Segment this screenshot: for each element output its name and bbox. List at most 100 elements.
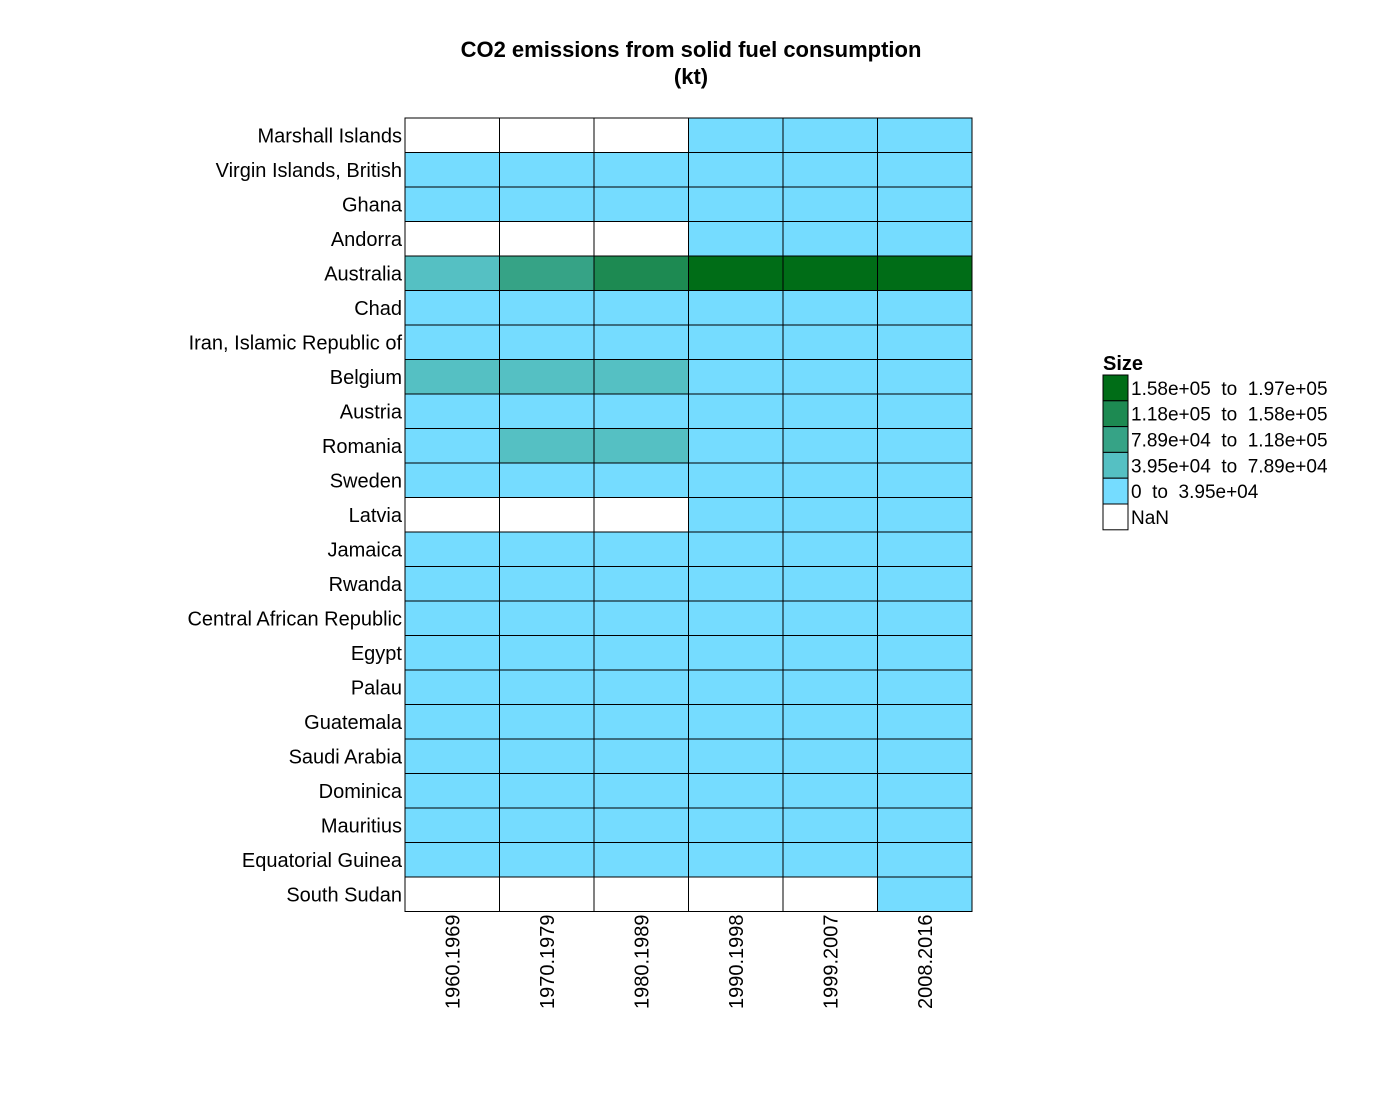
heatmap-cell bbox=[688, 428, 784, 464]
heatmap-cell bbox=[404, 531, 500, 567]
heatmap-cell bbox=[877, 393, 973, 429]
row-label: Andorra bbox=[331, 229, 403, 251]
heatmap-cell bbox=[688, 221, 784, 257]
heatmap-cell bbox=[593, 704, 689, 740]
heatmap-cell bbox=[404, 566, 500, 602]
column-label: 2008.2016 bbox=[915, 915, 937, 1010]
heatmap-cell bbox=[499, 876, 595, 912]
row-labels: Marshall Islands Virgin Islands, British G… bbox=[187, 125, 402, 906]
heatmap-cell bbox=[877, 152, 973, 188]
heatmap-cell bbox=[593, 290, 689, 326]
row-label: Dominica bbox=[319, 781, 403, 803]
heatmap-cell bbox=[593, 807, 689, 843]
chart-title: CO2 emissions from solid fuel consumptio… bbox=[461, 37, 922, 89]
heatmap-cell bbox=[499, 152, 595, 188]
heatmap-cell bbox=[593, 152, 689, 188]
heatmap-cell bbox=[782, 152, 878, 188]
heatmap-cell bbox=[499, 462, 595, 498]
heatmap-cell bbox=[688, 876, 784, 912]
heatmap-cell bbox=[782, 324, 878, 360]
heatmap-cell bbox=[499, 669, 595, 705]
row-label: Guatemala bbox=[304, 712, 403, 734]
heatmap-cell bbox=[782, 842, 878, 878]
heatmap-cell bbox=[688, 324, 784, 360]
heatmap-cell bbox=[499, 324, 595, 360]
chart-title-line-1: CO2 emissions from solid fuel consumptio… bbox=[461, 37, 922, 62]
heatmap-cell bbox=[877, 531, 973, 567]
heatmap-cell bbox=[877, 186, 973, 222]
heatmap-cell bbox=[593, 600, 689, 636]
heatmap-cell bbox=[404, 221, 500, 257]
heatmap-cell bbox=[877, 428, 973, 464]
heatmap-cell bbox=[877, 704, 973, 740]
heatmap-cell bbox=[877, 117, 973, 153]
heatmap-cell bbox=[877, 876, 973, 912]
heatmap-cell bbox=[782, 462, 878, 498]
heatmap-cell bbox=[499, 566, 595, 602]
row-label: Palau bbox=[351, 677, 402, 699]
heatmap-cell bbox=[688, 531, 784, 567]
row-label: Egypt bbox=[351, 643, 403, 665]
heatmap-cell bbox=[404, 600, 500, 636]
row-label: South Sudan bbox=[286, 884, 402, 906]
heatmap-cell bbox=[499, 738, 595, 774]
heatmap-cell bbox=[782, 635, 878, 671]
row-label: Equatorial Guinea bbox=[242, 850, 403, 872]
heatmap-cell bbox=[877, 255, 973, 291]
heatmap-cell bbox=[782, 497, 878, 533]
row-label: Jamaica bbox=[328, 539, 403, 561]
heatmap-cell bbox=[782, 773, 878, 809]
heatmap-cell bbox=[499, 393, 595, 429]
legend-label: 1.18e+05 to 1.58e+05 bbox=[1131, 405, 1328, 426]
heatmap-cell bbox=[404, 669, 500, 705]
legend-swatch bbox=[1102, 451, 1129, 479]
heatmap-cell bbox=[688, 152, 784, 188]
heatmap-cell bbox=[782, 428, 878, 464]
heatmap-cell bbox=[593, 876, 689, 912]
heatmap-cell bbox=[499, 117, 595, 153]
heatmap-cell bbox=[404, 773, 500, 809]
heatmap-cell bbox=[499, 531, 595, 567]
heatmap-cell bbox=[499, 704, 595, 740]
heatmap-cell bbox=[499, 428, 595, 464]
heatmap-cell bbox=[782, 359, 878, 395]
heatmap-cell bbox=[782, 807, 878, 843]
heatmap-cell bbox=[877, 221, 973, 257]
heatmap-cell bbox=[593, 531, 689, 567]
row-label: Austria bbox=[340, 401, 403, 423]
heatmap-cell bbox=[877, 566, 973, 602]
heatmap-cell bbox=[688, 117, 784, 153]
heatmap-cell bbox=[877, 462, 973, 498]
heatmap-cell bbox=[877, 807, 973, 843]
legend: Size 1.58e+05 to 1.97e+05 1.18e+05 to 1.5… bbox=[1102, 353, 1328, 531]
heatmap-cell bbox=[499, 221, 595, 257]
heatmap-cell bbox=[499, 497, 595, 533]
heatmap-cell bbox=[404, 428, 500, 464]
heatmap-cell bbox=[593, 842, 689, 878]
heatmap-cell bbox=[782, 117, 878, 153]
heatmap-cell bbox=[782, 600, 878, 636]
legend-swatch bbox=[1102, 426, 1129, 453]
heatmap-cell bbox=[782, 221, 878, 257]
heatmap-cell bbox=[688, 497, 784, 533]
heatmap-cell bbox=[593, 255, 689, 291]
heatmap-cell bbox=[499, 600, 595, 636]
heatmap-cell bbox=[688, 393, 784, 429]
row-label: Iran, Islamic Republic of bbox=[189, 332, 403, 354]
heatmap-cell bbox=[688, 566, 784, 602]
heatmap-cell bbox=[404, 324, 500, 360]
heatmap-cell bbox=[499, 773, 595, 809]
heatmap-cell bbox=[499, 359, 595, 395]
heatmap-cell bbox=[404, 807, 500, 843]
heatmap-cell bbox=[404, 497, 500, 533]
legend-swatch bbox=[1102, 503, 1129, 531]
legend-label: NaN bbox=[1131, 508, 1169, 529]
heatmap-cell bbox=[404, 842, 500, 878]
heatmap-cell bbox=[877, 324, 973, 360]
heatmap-cell bbox=[688, 359, 784, 395]
heatmap-cell bbox=[688, 290, 784, 326]
heatmap-cell bbox=[877, 635, 973, 671]
legend-label: 7.89e+04 to 1.18e+05 bbox=[1131, 431, 1328, 452]
row-label: Sweden bbox=[330, 470, 402, 492]
